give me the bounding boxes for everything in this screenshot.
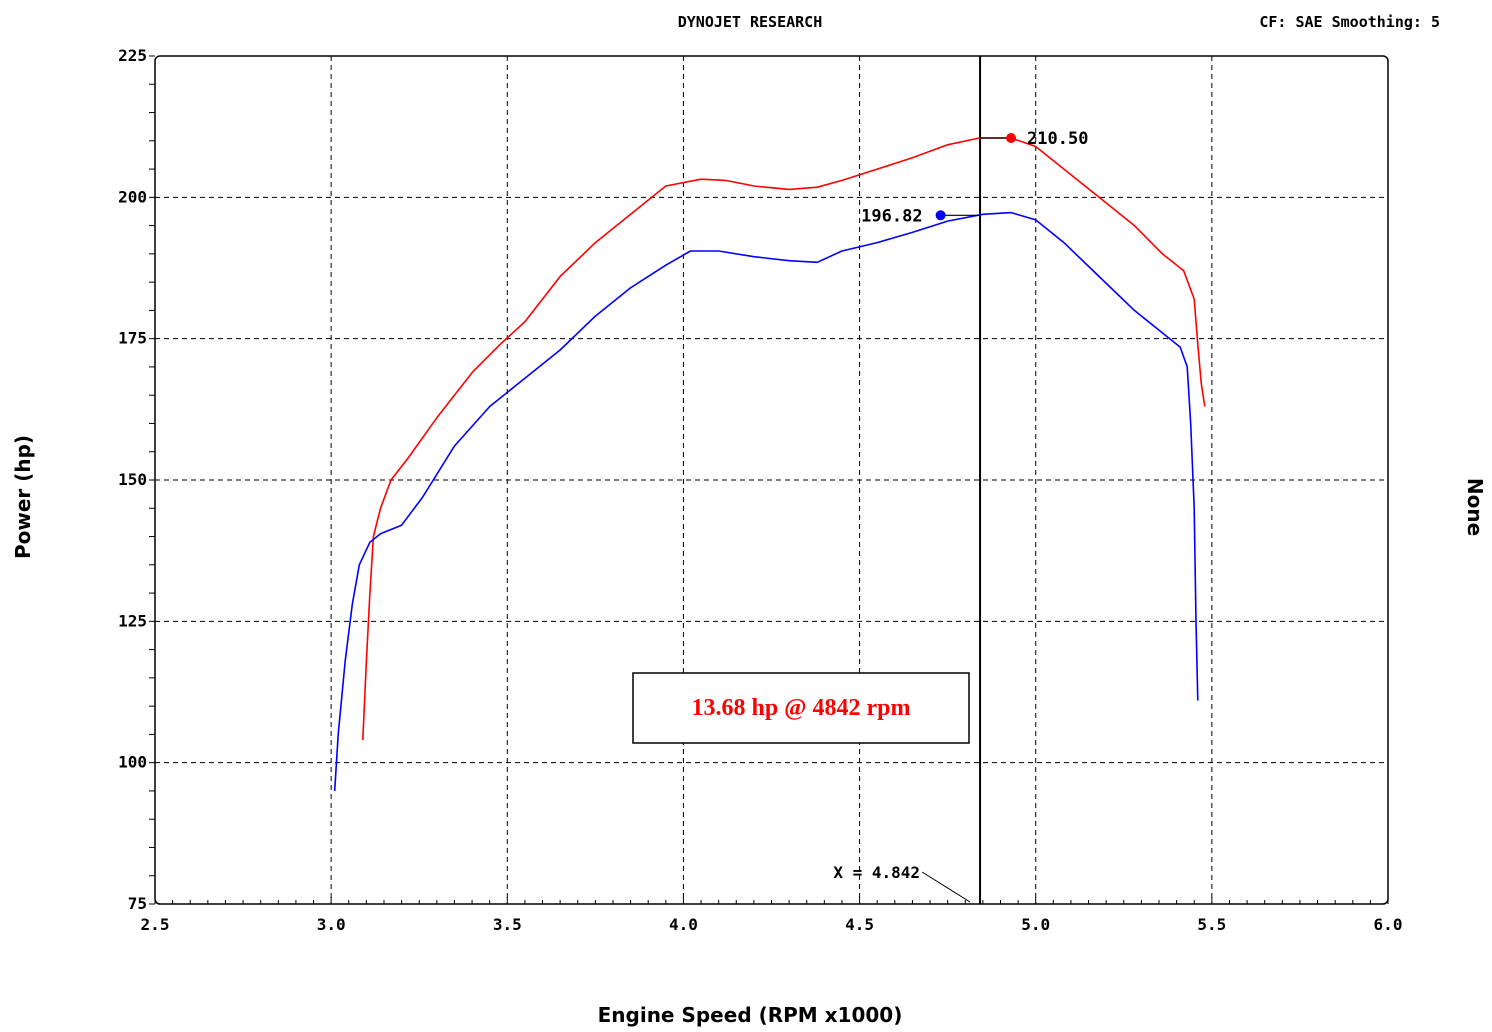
minor-ticks: [149, 55, 1389, 905]
peak-marker: [935, 210, 946, 221]
x-axis-title: Engine Speed (RPM x1000): [598, 1003, 903, 1027]
peak-label: 196.82: [861, 206, 922, 226]
cursor-leader-line: [921, 871, 971, 903]
peak-label: 210.50: [1027, 129, 1088, 149]
y-tick-label: 200: [118, 187, 147, 206]
cursor-readout: X = 4.842: [833, 863, 920, 882]
grid-lines: [155, 56, 1388, 904]
y-tick-label: 175: [118, 329, 147, 348]
annotation-box: [632, 672, 970, 744]
settings-label: CF: SAE Smoothing: 5: [1259, 13, 1440, 31]
annotation-text: 13.68 hp @ 4842 rpm: [691, 695, 910, 721]
y-tick-label: 150: [118, 470, 147, 489]
chart-title: DYNOJET RESEARCH: [678, 13, 823, 31]
y-tick-label: 75: [128, 894, 147, 913]
x-tick-labels: 2.5 3.0 3.5 4.0 4.5 5.0 5.5 6.0: [141, 915, 1403, 934]
x-tick-label: 2.5: [141, 915, 170, 934]
series-line: [362, 137, 1206, 741]
x-tick-label: 5.5: [1197, 915, 1226, 934]
peak-marker: [1006, 132, 1017, 143]
y-tick-label: 225: [118, 46, 147, 65]
x-tick-label: 3.0: [317, 915, 346, 934]
x-tick-label: 5.0: [1021, 915, 1050, 934]
x-tick-label: 6.0: [1374, 915, 1403, 934]
peak-markers: 210.50 196.82: [861, 129, 1088, 226]
series-line: [333, 211, 1199, 791]
x-tick-label: 4.5: [845, 915, 874, 934]
series-layer: [333, 137, 1206, 791]
x-tick-label: 3.5: [493, 915, 522, 934]
x-tick-label: 4.0: [669, 915, 698, 934]
right-axis-title: None: [1463, 478, 1487, 536]
y-tick-label: 100: [118, 753, 147, 772]
y-axis-title: Power (hp): [11, 435, 35, 559]
y-tick-label: 125: [118, 611, 147, 630]
y-tick-labels: 75 100 125 150 175 200 225: [118, 46, 147, 913]
